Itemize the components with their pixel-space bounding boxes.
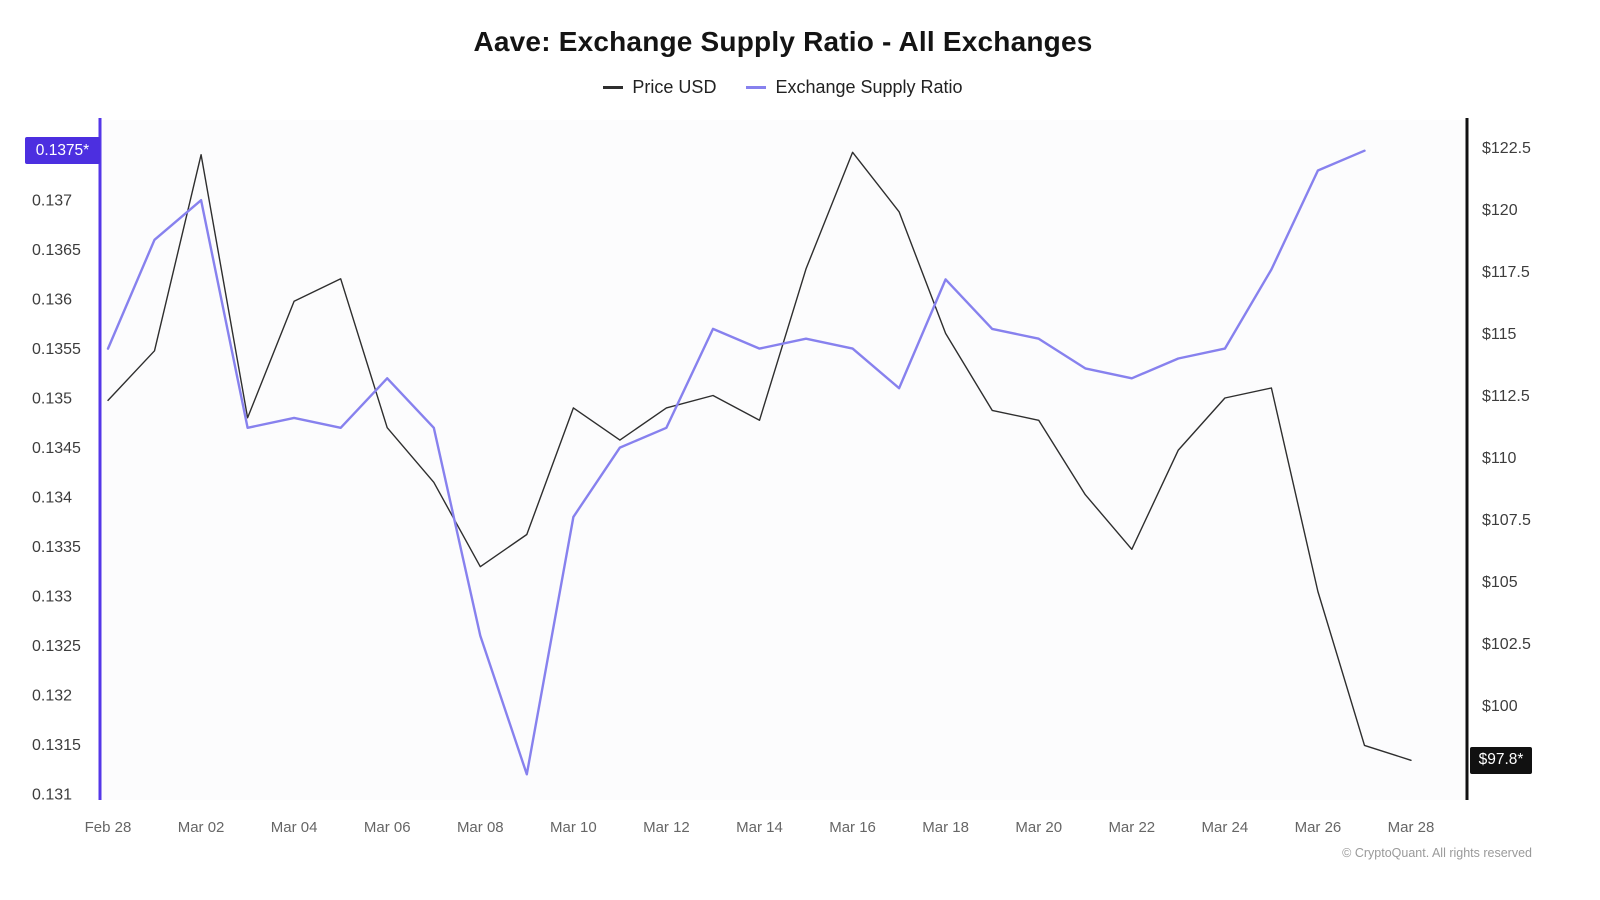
right-axis-tick-label: $120 (1482, 202, 1518, 219)
chart-title: Aave: Exchange Supply Ratio - All Exchan… (473, 26, 1093, 57)
left-axis-tick-label: 0.1365 (32, 242, 81, 259)
x-axis-tick-label: Mar 12 (643, 819, 690, 836)
x-axis-tick-label: Mar 06 (364, 819, 411, 836)
left-axis-tick-label: 0.135 (32, 391, 72, 408)
left-axis-tick-label: 0.1345 (32, 440, 81, 457)
legend: Price USD Exchange Supply Ratio (0, 77, 1566, 98)
x-axis-tick-label: Mar 04 (271, 819, 318, 836)
left-axis-tick-label: 0.134 (32, 490, 72, 507)
series-line-right (107, 151, 1412, 761)
left-axis-tick-label: 0.133 (32, 589, 72, 606)
x-axis-tick-label: Mar 02 (178, 819, 225, 836)
x-axis-tick-label: Mar 08 (457, 819, 504, 836)
right-axis-tick-label: $117.5 (1482, 264, 1530, 281)
left-axis-tick-label: 0.1315 (32, 737, 81, 754)
left-axis-tick-label: 0.137 (32, 193, 72, 210)
left-axis-tick-label: 0.1335 (32, 539, 81, 556)
left-axis-tick-label: 0.1355 (32, 341, 81, 358)
exchange-supply-ratio-line-swatch-icon (746, 86, 767, 89)
x-axis-tick-label: Mar 24 (1202, 819, 1249, 836)
x-axis-tick-label: Mar 26 (1295, 819, 1342, 836)
right-axis-tick-label: $100 (1482, 698, 1518, 715)
x-axis-tick-label: Mar 22 (1108, 819, 1155, 836)
x-axis-tick-label: Mar 14 (736, 819, 783, 836)
right-axis-tick-label: $122.5 (1482, 140, 1531, 157)
left-axis-tick-label: 0.132 (32, 688, 72, 705)
x-axis-tick-label: Mar 28 (1388, 819, 1435, 836)
right-axis-tick-label: $107.5 (1482, 512, 1531, 529)
plot-background (100, 120, 1467, 800)
legend-label-exchange-supply-ratio: Exchange Supply Ratio (775, 77, 963, 97)
legend-item-price-usd[interactable]: Price USD (603, 77, 716, 98)
left-axis-tick-label: 0.136 (32, 292, 72, 309)
x-axis-tick-label: Mar 20 (1015, 819, 1062, 836)
x-axis-tick-label: Feb 28 (85, 819, 132, 836)
x-axis-tick-label: Mar 10 (550, 819, 597, 836)
series-line-left (106, 149, 1366, 776)
right-axis-tick-label: $115 (1482, 326, 1517, 343)
legend-label-price-usd: Price USD (632, 77, 717, 97)
left-axis-latest-value-badge: 0.1375* (25, 137, 100, 165)
left-axis-tick-label: 0.1325 (32, 638, 81, 655)
price-usd-line-swatch-icon (603, 86, 624, 89)
copyright-notice: © CryptoQuant. All rights reserved (1342, 846, 1532, 860)
x-axis-tick-label: Mar 16 (829, 819, 876, 836)
right-axis-tick-label: $110 (1482, 450, 1517, 467)
right-axis-latest-value-badge: $97.8* (1470, 746, 1532, 774)
right-axis-tick-label: $105 (1482, 574, 1518, 591)
right-axis-tick-label: $112.5 (1482, 388, 1530, 405)
legend-item-exchange-supply-ratio[interactable]: Exchange Supply Ratio (746, 77, 963, 98)
x-axis-tick-label: Mar 18 (922, 819, 969, 836)
right-axis-tick-label: $102.5 (1482, 636, 1531, 653)
left-axis-tick-label: 0.131 (32, 787, 72, 804)
